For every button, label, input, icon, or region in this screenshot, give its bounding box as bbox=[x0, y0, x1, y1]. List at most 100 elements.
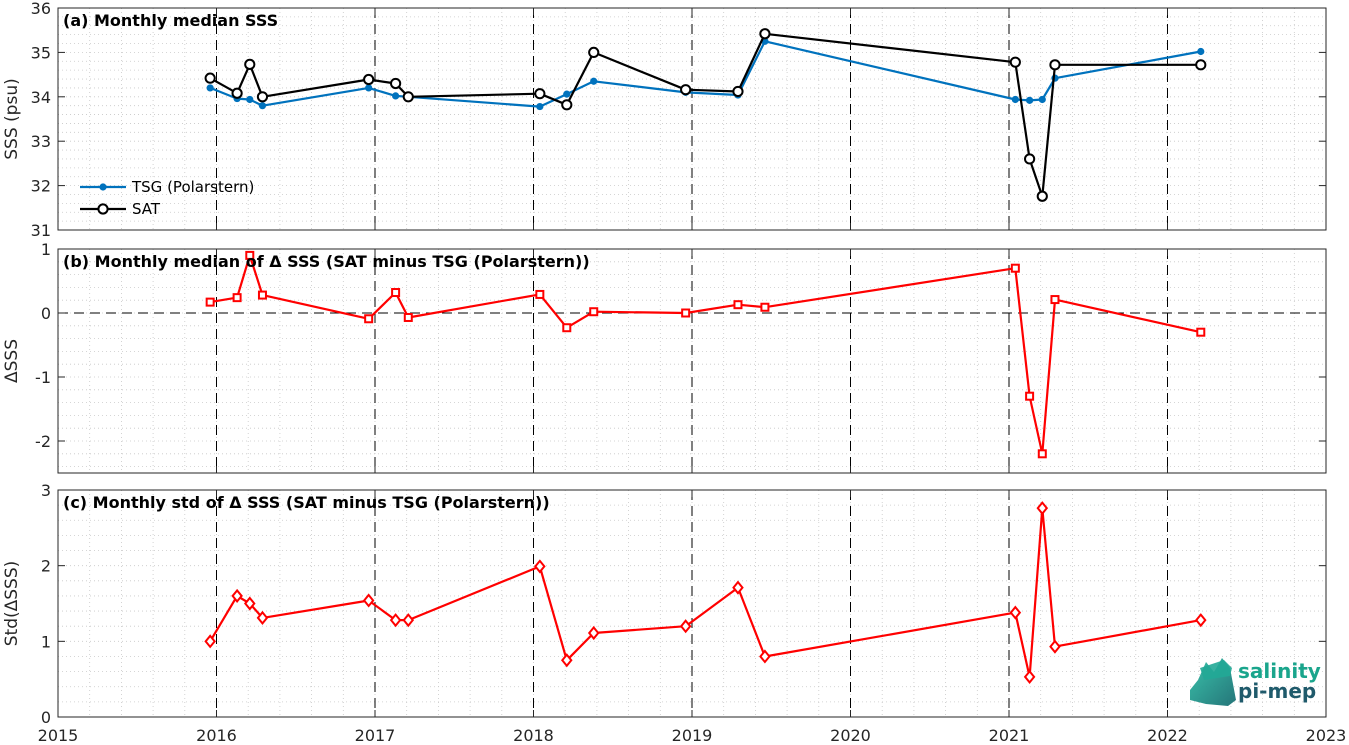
y-tick-label: 33 bbox=[31, 132, 51, 151]
panel-a: 31 32 33 34 35 36 SSS (psu) (a) Monthly median … bbox=[2, 0, 1327, 240]
data-point bbox=[1011, 95, 1019, 104]
data-point bbox=[1194, 613, 1207, 628]
data-point bbox=[204, 634, 216, 649]
data-point bbox=[1197, 47, 1205, 56]
data-point bbox=[256, 610, 269, 625]
ticks bbox=[57, 489, 1327, 718]
x-tick-label: 2023 bbox=[1306, 726, 1347, 745]
data-point bbox=[1050, 295, 1060, 305]
data-point bbox=[1023, 669, 1036, 684]
y-tick-label: 36 bbox=[31, 0, 51, 18]
data-point bbox=[206, 84, 214, 92]
data-point bbox=[534, 88, 546, 100]
data-point bbox=[759, 649, 771, 664]
y-tick-label: 1 bbox=[41, 632, 51, 651]
x-tick-label: 2017 bbox=[355, 726, 396, 745]
data-point bbox=[391, 288, 401, 298]
data-point bbox=[590, 77, 598, 85]
data-point bbox=[389, 613, 402, 628]
x-tick-label: 2018 bbox=[513, 726, 554, 745]
panel-title: (c) Monthly std of Δ SSS (SAT minus TSG … bbox=[63, 493, 550, 512]
series-1 bbox=[204, 28, 1207, 202]
data-point bbox=[587, 625, 600, 641]
legend-marker bbox=[99, 183, 107, 191]
y-tick-label: 3 bbox=[41, 481, 51, 500]
data-point bbox=[243, 596, 256, 611]
data-point bbox=[1038, 95, 1046, 104]
data-point bbox=[536, 102, 544, 111]
data-point bbox=[402, 613, 415, 628]
data-point bbox=[246, 95, 254, 104]
data-point bbox=[732, 85, 744, 98]
panel-b: -2 -1 0 1 ΔSSS (b) Monthly median of Δ SSS (S… bbox=[2, 240, 1327, 474]
data-point bbox=[560, 653, 573, 668]
data-point bbox=[1010, 263, 1020, 273]
data-point bbox=[245, 250, 255, 260]
data-point bbox=[390, 77, 402, 90]
x-tick-label: 2022 bbox=[1147, 726, 1188, 745]
logo-line2: pi-mep bbox=[1238, 679, 1316, 703]
data-point bbox=[231, 87, 243, 99]
data-point bbox=[362, 593, 375, 608]
data-point bbox=[534, 559, 546, 574]
y-tick-label: 0 bbox=[41, 304, 51, 323]
data-point bbox=[403, 312, 413, 322]
data-point bbox=[1037, 449, 1047, 459]
series-line bbox=[209, 32, 1201, 198]
data-point bbox=[1049, 59, 1061, 71]
logo-wave-back-icon bbox=[1200, 660, 1232, 680]
data-point bbox=[231, 588, 243, 604]
data-point bbox=[1195, 59, 1207, 71]
data-point bbox=[244, 58, 256, 70]
ticks bbox=[57, 248, 1327, 473]
data-point bbox=[204, 72, 216, 84]
y-tick-label: 32 bbox=[31, 177, 51, 196]
x-tick-label: 2016 bbox=[196, 726, 237, 745]
data-point bbox=[258, 102, 267, 110]
y-tick-label: 35 bbox=[31, 43, 51, 62]
y-tick-label: 34 bbox=[31, 88, 51, 107]
legend-label: SAT bbox=[132, 200, 161, 218]
year-lines bbox=[216, 8, 1168, 230]
legend-label: TSG (Polarstern) bbox=[131, 178, 254, 196]
y-tick-label: 1 bbox=[41, 240, 51, 259]
data-point bbox=[759, 28, 771, 40]
data-point bbox=[1025, 391, 1035, 401]
x-tick-label: 2015 bbox=[38, 726, 79, 745]
data-point bbox=[588, 46, 600, 59]
series-line bbox=[210, 254, 1202, 455]
panel-title: (b) Monthly median of Δ SSS (SAT minus T… bbox=[63, 252, 590, 271]
data-point bbox=[561, 99, 573, 111]
data-point bbox=[680, 84, 692, 96]
data-point bbox=[205, 297, 215, 307]
data-point bbox=[1196, 327, 1206, 337]
grid bbox=[57, 248, 1327, 473]
data-point bbox=[1009, 605, 1022, 620]
y-tick-label: -1 bbox=[35, 368, 51, 387]
data-point bbox=[562, 323, 572, 333]
data-point bbox=[535, 289, 545, 299]
panel-c: 0 1 2 3 2015 2016 2017 2018 2019 2020 2021 2022 2023… bbox=[2, 481, 1346, 745]
data-point bbox=[1009, 56, 1021, 68]
series-0 bbox=[205, 250, 1206, 459]
data-point bbox=[364, 314, 374, 324]
logo-line1: salinity bbox=[1238, 659, 1321, 683]
data-point bbox=[760, 302, 770, 312]
x-tick-label: 2021 bbox=[989, 726, 1030, 745]
year-lines bbox=[216, 490, 1168, 717]
data-point bbox=[1026, 96, 1034, 104]
data-point bbox=[402, 91, 414, 103]
data-point bbox=[392, 92, 400, 100]
data-point bbox=[256, 91, 269, 103]
pi-mep-logo: salinity pi-mep bbox=[1190, 658, 1321, 706]
series-0 bbox=[204, 501, 1207, 684]
data-point bbox=[563, 90, 571, 98]
y-tick-label: 0 bbox=[41, 708, 51, 727]
y-axis-label: ΔSSS bbox=[2, 339, 22, 383]
y-tick-label: -2 bbox=[35, 432, 51, 451]
data-point bbox=[732, 580, 744, 595]
legend: TSG (Polarstern) SAT bbox=[80, 178, 254, 218]
panel-title: (a) Monthly median SSS bbox=[63, 11, 278, 30]
data-point bbox=[733, 300, 743, 310]
